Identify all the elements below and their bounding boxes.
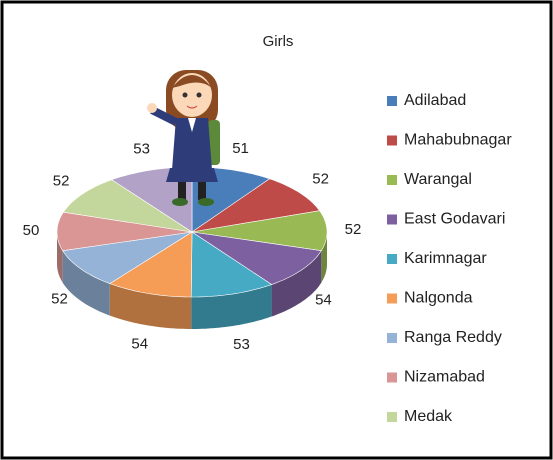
data-label: 52 [53,172,70,189]
legend-swatch [387,214,397,225]
slice [190,231,273,298]
legend-swatch [387,333,397,343]
legend-label: Karimnagar [404,250,487,267]
chart-title: Girls [263,33,294,50]
legend-label: Medak [404,408,453,425]
data-label: 53 [133,140,150,157]
slice-side [62,250,110,316]
slice [62,231,193,284]
slice [62,179,193,233]
legend-label: Warangal [404,171,472,188]
slice [109,231,193,298]
legend-swatch [387,293,397,304]
data-label: 51 [232,140,249,157]
legend-swatch [387,135,397,146]
legend-swatch [387,412,397,422]
slice [191,231,322,285]
legend-label: Ranga Reddy [404,329,502,346]
girl-illustration [147,70,220,206]
legend-label: Nalgonda [404,290,473,307]
data-label: 52 [312,171,329,188]
legend-swatch [387,175,397,185]
slice-side [321,232,327,283]
slice-side [109,283,192,329]
legend-label: Nizamabad [404,369,485,386]
data-label: 52 [51,291,68,308]
data-label: 50 [23,222,40,239]
slice-side [191,284,272,329]
slice [191,178,321,233]
slice [191,210,328,252]
slice [56,211,193,252]
legend-label: East Godavari [404,211,505,228]
slice-side [271,250,322,317]
legend-label: Adilabad [404,92,466,109]
legend-swatch [387,254,397,264]
legend-label: Mahabubnagar [404,132,512,149]
slice-side [57,232,63,283]
legend-swatch [387,372,397,383]
legend-swatch [387,96,397,106]
data-label: 52 [345,221,362,238]
data-label: 53 [233,336,250,353]
data-label: 54 [131,336,148,353]
data-label: 54 [315,292,332,309]
